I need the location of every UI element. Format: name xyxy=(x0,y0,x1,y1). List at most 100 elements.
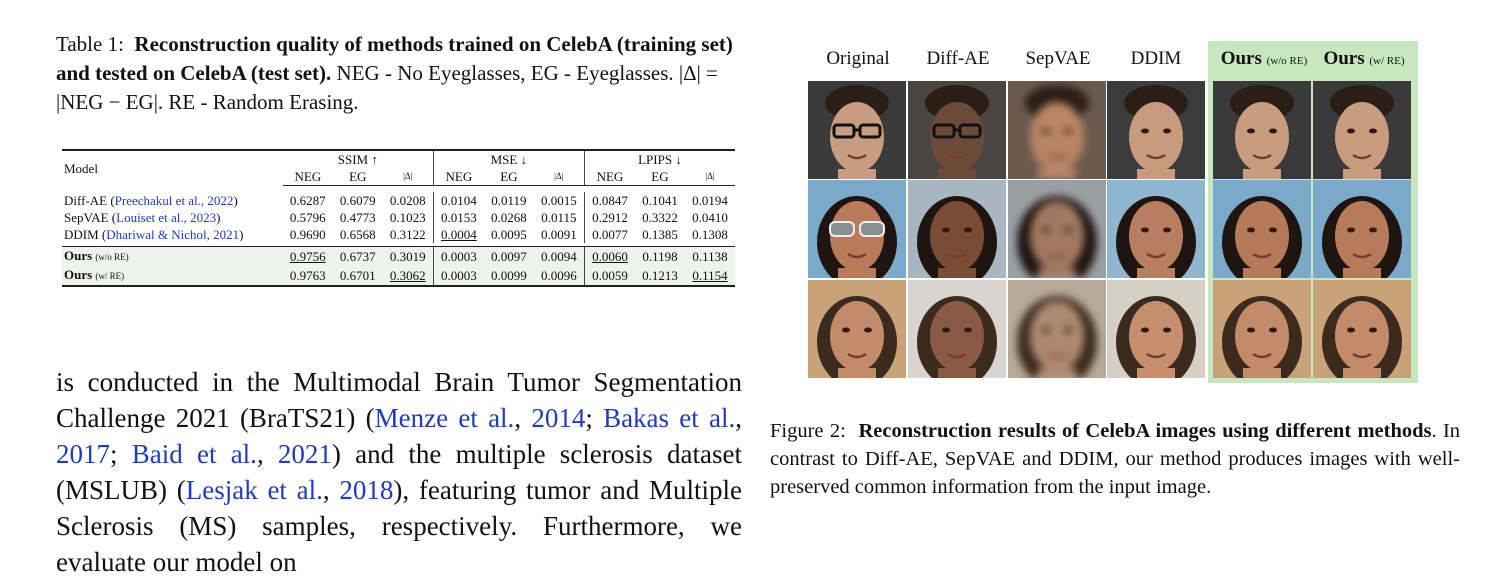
face-image xyxy=(908,280,1006,378)
table-cell: 0.0097 xyxy=(483,246,534,266)
face-image xyxy=(1008,180,1106,278)
citation-link[interactable]: Bakas et al. xyxy=(603,403,736,433)
citation-link[interactable]: Lesjak et al. xyxy=(185,475,323,505)
citation-link[interactable]: 2017 xyxy=(56,439,110,469)
table-caption-bold: Reconstruction quality of methods traine… xyxy=(56,32,733,85)
table-cell: 0.6287 xyxy=(289,192,326,208)
table-cell: 0.0194 xyxy=(692,192,728,208)
table-cell: 0.1198 xyxy=(634,246,685,266)
face-image xyxy=(1213,280,1311,378)
face-image xyxy=(1313,180,1411,278)
table-cell: 0.3062 xyxy=(382,266,434,287)
table-cell: 0.2912 xyxy=(583,208,635,226)
row-model: Ours (w/ RE) xyxy=(62,266,283,287)
group-lpips: LPIPS ↓ xyxy=(583,149,735,168)
table-cell: 0.3019 xyxy=(382,246,434,266)
table-cell: 0.9690 xyxy=(289,226,326,242)
table-caption: Table 1: Reconstruction quality of metho… xyxy=(56,30,744,117)
citation-link[interactable]: Dhariwal & Nichol, 2021 xyxy=(106,226,240,242)
table-row: Ours (w/o RE) 0.9756 0.6737 0.3019 0.000… xyxy=(62,246,735,266)
table-cell: 0.0096 xyxy=(533,266,585,287)
column-header-ddim: DDIM xyxy=(1130,48,1182,69)
column-header-sepvae: SepVAE xyxy=(1025,48,1091,69)
citation-link[interactable]: 2021 xyxy=(277,439,332,469)
table-cell: 0.0099 xyxy=(483,266,534,287)
table-cell: 0.0004 xyxy=(432,225,484,243)
row-model: SepVAE (Louiset et al., 2023) xyxy=(64,209,221,225)
sub-header: |Δ| xyxy=(533,168,585,186)
table-cell: 0.3322 xyxy=(642,209,678,225)
table-row: Ours (w/ RE) 0.9763 0.6701 0.3062 0.0003… xyxy=(62,266,735,287)
sub-header: EG xyxy=(634,168,685,186)
row-model: Diff-AE (Preechakul et al., 2022) xyxy=(64,192,238,208)
face-image xyxy=(808,180,906,278)
sub-header: |Δ| xyxy=(684,168,735,186)
table-cell: 0.1213 xyxy=(634,266,685,287)
table-cell: 0.0059 xyxy=(583,266,635,287)
sub-header: |Δ| xyxy=(382,168,434,186)
group-ssim: SSIM ↑ xyxy=(282,149,434,168)
table-caption-rest: NEG - No Eyeglasses, EG - Eyeglasses. |Δ… xyxy=(56,61,718,114)
sub-header: NEG xyxy=(432,168,484,186)
table-cell: 0.1138 xyxy=(684,246,735,266)
face-image xyxy=(1008,81,1106,179)
face-image xyxy=(1107,280,1205,378)
table-cell: 0.6568 xyxy=(339,226,376,242)
citation-link[interactable]: 2014 xyxy=(531,403,586,433)
table-cell: 0.0104 xyxy=(432,191,484,209)
table-cell: 0.6737 xyxy=(332,246,383,266)
table-cell: 0.3122 xyxy=(389,226,426,242)
column-header-diffae: Diff-AE xyxy=(926,48,990,69)
table-cell: 0.5796 xyxy=(289,209,326,225)
table-row: DDIM (Dhariwal & Nichol, 2021) 0.9690 0.… xyxy=(62,225,735,243)
citation-link[interactable]: 2018 xyxy=(339,475,394,505)
table-cell: 0.1154 xyxy=(684,266,735,287)
table-cell: 0.0003 xyxy=(432,266,484,287)
table-cell: 0.0095 xyxy=(490,226,527,242)
face-image xyxy=(808,280,906,378)
citation-link[interactable]: Baid et al. xyxy=(131,439,257,469)
table-cell: 0.1385 xyxy=(642,226,678,242)
table-cell: 0.0153 xyxy=(432,208,484,226)
table-cell: 0.0060 xyxy=(583,246,635,266)
table-cell: 0.0410 xyxy=(692,209,728,225)
table-cell: 0.0115 xyxy=(541,209,577,225)
table-cell: 0.0208 xyxy=(389,192,426,208)
face-image xyxy=(808,81,906,179)
citation-link[interactable]: Preechakul et al., 2022 xyxy=(114,192,234,208)
table-cell: 0.0091 xyxy=(541,226,577,242)
citation-link[interactable]: Menze et al. xyxy=(374,403,515,433)
face-image xyxy=(908,180,1006,278)
table-cell: 0.9763 xyxy=(282,266,333,287)
row-model: DDIM (Dhariwal & Nichol, 2021) xyxy=(64,226,244,242)
face-image xyxy=(1313,280,1411,378)
table-cell: 0.0003 xyxy=(432,246,484,266)
table-cell: 0.0077 xyxy=(583,225,635,243)
figure-caption: Figure 2: Reconstruction results of Cele… xyxy=(770,420,1461,498)
table-cell: 0.1041 xyxy=(642,192,678,208)
table-caption-label: Table 1: xyxy=(56,32,124,56)
face-image xyxy=(1008,280,1106,378)
table-cell: 0.0119 xyxy=(491,192,527,208)
results-table: Model SSIM ↑ MSE ↓ LPIPS ↓ NEG EG |Δ| NE… xyxy=(62,149,735,287)
face-image xyxy=(908,81,1006,179)
column-header-original: Original xyxy=(826,48,890,69)
face-image xyxy=(1313,81,1411,179)
sub-header: EG xyxy=(483,168,534,186)
citation-link[interactable]: Louiset et al., 2023 xyxy=(116,209,217,225)
face-image xyxy=(1213,81,1311,179)
face-image xyxy=(1107,81,1205,179)
model-header: Model xyxy=(62,149,283,186)
table-cell: 0.0094 xyxy=(533,246,585,266)
table-cell: 0.0015 xyxy=(541,192,577,208)
sub-header: NEG xyxy=(282,168,333,186)
body-paragraph: is conducted in the Multimodal Brain Tum… xyxy=(56,367,742,577)
table-cell: 0.6079 xyxy=(339,192,376,208)
table-cell: 0.9756 xyxy=(282,246,333,266)
face-image xyxy=(1213,180,1311,278)
column-header-ours-wo-re: Ours (w/o RE) xyxy=(1220,48,1308,69)
table-cell: 0.1023 xyxy=(389,209,426,225)
table-cell: 0.1308 xyxy=(692,226,728,242)
sub-header: EG xyxy=(332,168,383,186)
table-cell: 0.6701 xyxy=(332,266,383,287)
